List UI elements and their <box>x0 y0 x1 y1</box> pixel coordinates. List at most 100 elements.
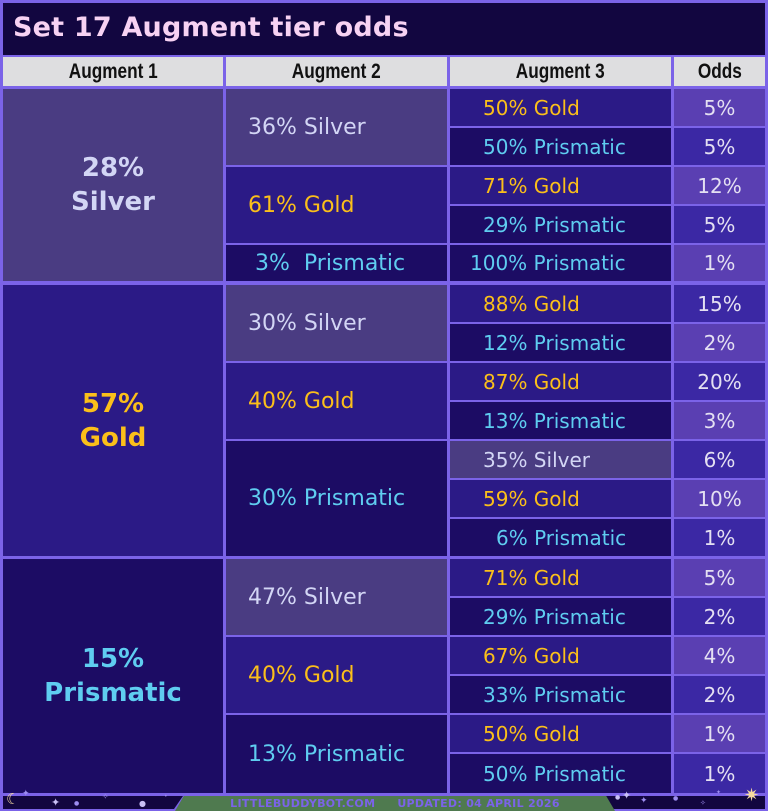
augment1-prismatic: 15% Prismatic <box>3 559 223 793</box>
augment3-label: 59% Gold <box>483 486 580 511</box>
dot-icon: • <box>164 793 168 800</box>
augment3-cell: 100% Prismatic <box>450 245 671 281</box>
augment2-cell: 61% Gold <box>226 167 447 243</box>
augment3-cell: 67% Gold <box>450 637 671 674</box>
odds-value: 5% <box>703 565 736 590</box>
odds-value: 5% <box>703 212 736 237</box>
augment3-cell: 6% Prismatic <box>450 519 671 556</box>
augment3-label: 71% Gold <box>483 565 580 590</box>
augment3-label: 71% Gold <box>483 173 580 198</box>
augment1-pct: 15% <box>81 644 145 674</box>
footer-banner: LITTLEBUDDYBOT.COM UPDATED: 04 APRIL 202… <box>175 796 615 811</box>
augment2-cell: 36% Silver <box>226 89 447 165</box>
odds-cell: 3% <box>674 402 765 439</box>
dot-icon: ● <box>139 799 146 808</box>
augment3-label: 50% Prismatic <box>483 134 626 159</box>
odds-cell: 1% <box>674 519 765 556</box>
dot-icon: ● <box>74 800 80 807</box>
augment3-cell: 59% Gold <box>450 480 671 517</box>
odds-cell: 5% <box>674 128 765 165</box>
odds-value: 1% <box>703 761 736 786</box>
header-odds: Odds <box>674 57 765 86</box>
augment2-cell: 40% Gold <box>226 363 447 439</box>
augment3-label: 13% Prismatic <box>483 408 626 433</box>
augment3-cell: 88% Gold <box>450 285 671 322</box>
sparkle-icon: ✦ <box>716 789 722 796</box>
odds-value: 5% <box>703 95 736 120</box>
augment3-cell: 50% Prismatic <box>450 754 671 793</box>
odds-cell: 5% <box>674 89 765 126</box>
sparkle-icon: ✷ <box>744 785 760 806</box>
odds-cell: 15% <box>674 285 765 322</box>
odds-cell: 10% <box>674 480 765 517</box>
odds-value: 5% <box>703 134 736 159</box>
augment3-label: 12% Prismatic <box>483 330 626 355</box>
sparkle-icon: ✦ <box>640 796 648 806</box>
augment3-label: 50% Gold <box>483 721 580 746</box>
augment3-cell: 13% Prismatic <box>450 402 671 439</box>
augment2-label: 30% Silver <box>248 310 366 336</box>
augment3-cell: 87% Gold <box>450 363 671 400</box>
odds-cell: 5% <box>674 206 765 243</box>
augment2-cell: 30% Prismatic <box>226 441 447 556</box>
augment3-cell: 71% Gold <box>450 559 671 596</box>
augment1-silver: 28% Silver <box>3 89 223 281</box>
sparkle-icon: ✦ <box>22 789 30 799</box>
odds-cell: 5% <box>674 559 765 596</box>
odds-value: 10% <box>697 486 742 511</box>
header-label: Odds <box>697 59 742 83</box>
augment3-cell: 50% Prismatic <box>450 128 671 165</box>
augment2-label: 40% Gold <box>248 662 355 688</box>
augment1-tier: Gold <box>79 422 147 453</box>
augment3-label: 50% Prismatic <box>483 761 626 786</box>
page-title: Set 17 Augment tier odds <box>13 12 409 43</box>
augment1-pct: 57% <box>81 388 145 419</box>
augment2-cell: 40% Gold <box>226 637 447 713</box>
odds-cell: 6% <box>674 441 765 478</box>
augment1-pct: 28% <box>81 153 145 183</box>
odds-value: 2% <box>703 682 736 707</box>
augment3-cell: 71% Gold <box>450 167 671 204</box>
augment3-label: 35% Silver <box>483 447 590 472</box>
augment3-cell: 29% Prismatic <box>450 206 671 243</box>
odds-value: 15% <box>697 291 742 316</box>
odds-value: 6% <box>703 447 736 472</box>
odds-cell: 2% <box>674 598 765 635</box>
footer-updated: UPDATED: 04 APRIL 2026 <box>397 797 560 810</box>
footer-site: LITTLEBUDDYBOT.COM <box>230 797 376 810</box>
sparkle-icon: ✦ <box>622 789 632 802</box>
augment1-gold: 57% Gold <box>3 285 223 556</box>
header-label: Augment 1 <box>68 59 158 83</box>
odds-cell: 20% <box>674 363 765 400</box>
odds-cell: 4% <box>674 637 765 674</box>
augment3-label: 6% Prismatic <box>496 525 627 550</box>
augment2-label: 40% Gold <box>248 388 355 414</box>
footer-stars-right <box>605 796 765 809</box>
augment3-label: 100% Prismatic <box>470 251 626 275</box>
augment2-label: 61% Gold <box>248 192 355 218</box>
header-augment-1: Augment 1 <box>3 57 223 86</box>
augment2-label: 36% Silver <box>248 114 366 140</box>
star-icon: ✧ <box>700 799 706 807</box>
augment1-tier: Silver <box>71 187 155 217</box>
augment3-label: 29% Prismatic <box>483 604 626 629</box>
odds-value: 1% <box>703 251 736 275</box>
odds-value: 20% <box>697 369 742 394</box>
title-bar: Set 17 Augment tier odds <box>3 3 765 55</box>
augment2-label: 3% Prismatic <box>255 250 406 276</box>
augment3-cell: 33% Prismatic <box>450 676 671 713</box>
odds-value: 2% <box>703 604 736 629</box>
footer-stars-left <box>3 796 183 809</box>
augment3-cell: 29% Prismatic <box>450 598 671 635</box>
moon-icon: ☾ <box>6 790 20 808</box>
dot-icon: ● <box>615 794 621 801</box>
odds-cell: 1% <box>674 754 765 793</box>
odds-cell: 2% <box>674 676 765 713</box>
augment3-cell: 50% Gold <box>450 715 671 752</box>
sparkle-icon: ✦ <box>51 796 61 809</box>
augment2-cell: 3% Prismatic <box>226 245 447 281</box>
augment3-cell: 12% Prismatic <box>450 324 671 361</box>
star-icon: ✧ <box>102 792 109 801</box>
odds-value: 12% <box>697 173 742 198</box>
